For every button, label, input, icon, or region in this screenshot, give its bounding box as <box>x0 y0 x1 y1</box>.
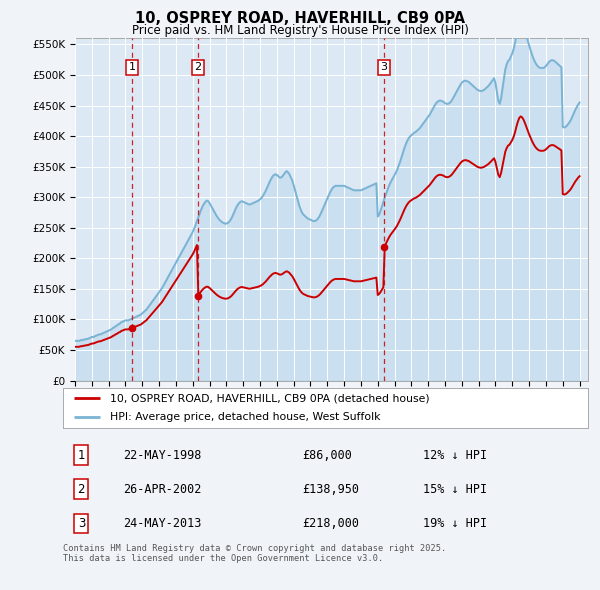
Text: 12% ↓ HPI: 12% ↓ HPI <box>422 448 487 462</box>
Text: 19% ↓ HPI: 19% ↓ HPI <box>422 517 487 530</box>
Text: 2: 2 <box>77 483 85 496</box>
Text: 3: 3 <box>77 517 85 530</box>
Text: HPI: Average price, detached house, West Suffolk: HPI: Average price, detached house, West… <box>110 412 381 422</box>
Text: 24-MAY-2013: 24-MAY-2013 <box>124 517 202 530</box>
Text: 3: 3 <box>380 63 388 73</box>
Text: £86,000: £86,000 <box>302 448 352 462</box>
Text: 22-MAY-1998: 22-MAY-1998 <box>124 448 202 462</box>
Text: 1: 1 <box>128 63 136 73</box>
Text: 10, OSPREY ROAD, HAVERHILL, CB9 0PA: 10, OSPREY ROAD, HAVERHILL, CB9 0PA <box>135 11 465 25</box>
Text: 1: 1 <box>77 448 85 462</box>
Text: Price paid vs. HM Land Registry's House Price Index (HPI): Price paid vs. HM Land Registry's House … <box>131 24 469 37</box>
Text: 15% ↓ HPI: 15% ↓ HPI <box>422 483 487 496</box>
Text: 10, OSPREY ROAD, HAVERHILL, CB9 0PA (detached house): 10, OSPREY ROAD, HAVERHILL, CB9 0PA (det… <box>110 394 430 404</box>
Text: £138,950: £138,950 <box>302 483 359 496</box>
Text: Contains HM Land Registry data © Crown copyright and database right 2025.
This d: Contains HM Land Registry data © Crown c… <box>63 544 446 563</box>
Text: 26-APR-2002: 26-APR-2002 <box>124 483 202 496</box>
Text: 2: 2 <box>194 63 202 73</box>
Text: £218,000: £218,000 <box>302 517 359 530</box>
